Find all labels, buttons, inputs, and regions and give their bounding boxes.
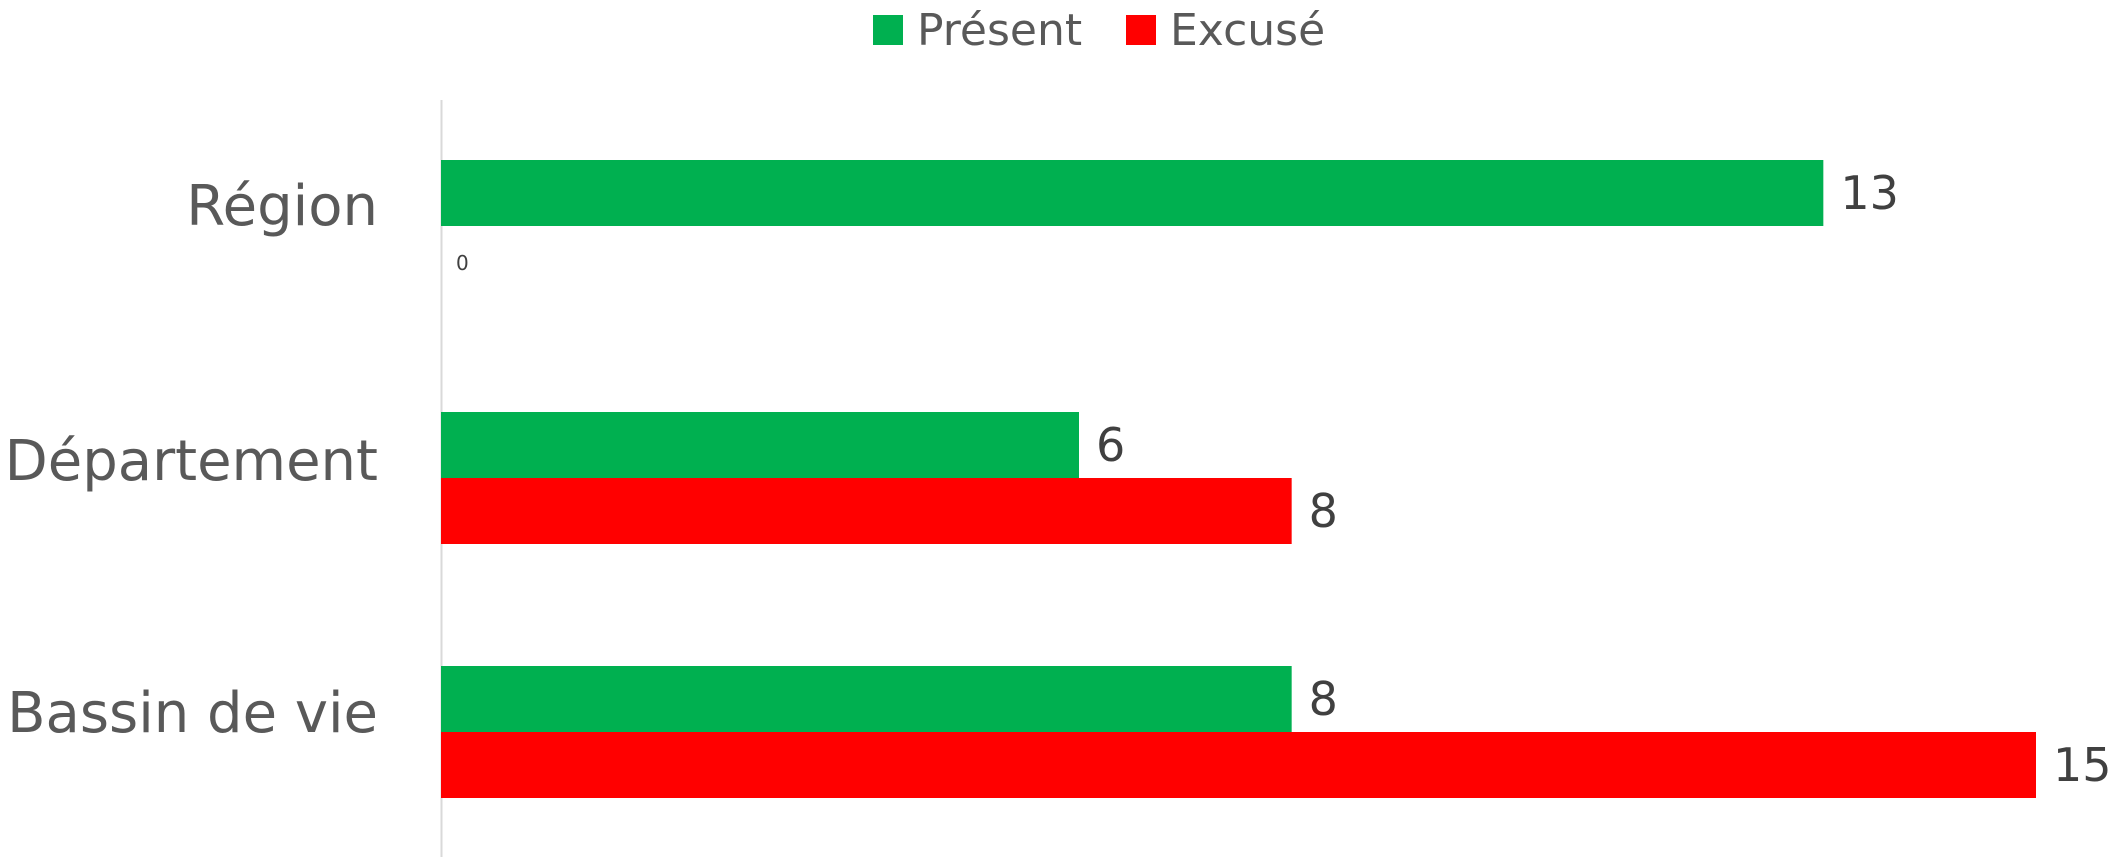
data-label-present-bassin-de-vie: 8 — [1309, 672, 1338, 726]
legend-label-excuse: Excusé — [1170, 5, 1325, 56]
data-label-excuse-departement: 8 — [1309, 484, 1338, 538]
category-labels: Région Département Bassin de vie — [5, 174, 378, 746]
bar-excuse-bassin-de-vie — [441, 732, 2036, 798]
data-label-present-departement: 6 — [1096, 418, 1125, 472]
bar-present-region — [441, 160, 1824, 226]
data-label-excuse-bassin-de-vie: 15 — [2053, 738, 2112, 792]
bar-present-bassin-de-vie — [441, 666, 1292, 732]
bars — [441, 160, 2036, 798]
legend-swatch-present — [873, 15, 903, 45]
bar-present-departement — [441, 412, 1079, 478]
data-label-present-region: 13 — [1840, 166, 1899, 220]
legend: Présent Excusé — [873, 5, 1325, 56]
data-label-excuse-region: 0 — [456, 251, 469, 275]
category-label-departement: Département — [5, 429, 378, 494]
data-labels: 13 0 6 8 8 15 — [456, 166, 2112, 792]
bar-excuse-departement — [441, 478, 1292, 544]
legend-swatch-excuse — [1126, 15, 1156, 45]
category-label-region: Région — [186, 174, 378, 239]
legend-label-present: Présent — [917, 5, 1082, 56]
category-label-bassin-de-vie: Bassin de vie — [7, 681, 378, 746]
